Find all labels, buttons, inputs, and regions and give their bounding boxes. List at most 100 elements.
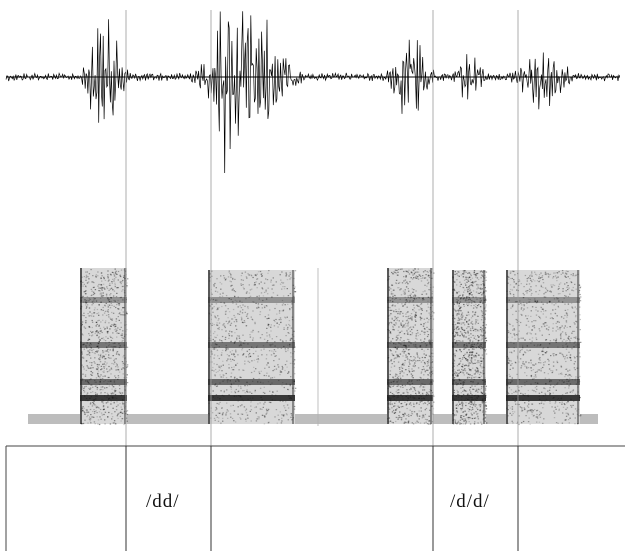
spectrogram-mark [534,300,536,302]
spectrogram-mark [86,282,89,284]
spectrogram-mark [530,310,532,312]
spectrogram-mark [454,335,456,337]
spectrogram-mark [396,374,398,376]
spectrogram-mark [520,307,523,309]
spectrogram-mark [117,375,120,377]
spectrogram-mark [112,349,114,351]
spectrogram-mark [480,291,482,294]
spectrogram-mark [463,355,465,357]
spectrogram-mark [527,367,530,369]
spectrogram-mark [472,329,475,332]
spectrogram-mark [560,338,562,340]
spectrogram-mark [480,284,482,286]
spectrogram-mark [464,319,466,321]
spectrogram-mark [424,284,426,286]
spectrogram-mark [563,403,565,405]
spectrogram-mark [553,410,555,412]
spectrogram-mark [393,271,395,273]
spectrogram-mark [245,420,247,422]
spectrogram-mark [256,295,258,298]
spectrogram-mark [247,360,249,362]
spectrogram-mark [474,369,477,371]
spectrogram-mark [278,358,280,360]
spectrogram-mark [216,309,218,311]
spectrogram-mark [80,379,127,385]
spectrogram-mark [473,423,476,425]
spectrogram-mark [484,416,487,418]
spectrogram-mark [549,387,551,389]
spectrogram-mark [81,323,83,325]
spectrogram-mark [428,402,430,404]
spectrogram-mark [470,370,472,372]
spectrogram-mark [559,327,561,329]
spectrogram-mark [456,350,458,352]
spectrogram-mark [423,368,425,370]
spectrogram-mark [538,415,540,417]
spectrogram-mark [544,271,547,273]
spectrogram-mark [410,412,413,414]
spectrogram-mark [217,319,219,321]
spectrogram-mark [558,283,561,285]
spectrogram-mark [90,347,93,349]
spectrogram-mark [570,282,573,284]
spectrogram-mark [453,339,456,341]
spectrogram-mark [473,376,475,378]
spectrogram-mark [401,402,403,405]
spectrogram-mark [91,372,94,374]
spectrogram-mark [474,335,476,337]
spectrogram-mark [82,410,84,412]
spectrogram-mark [97,331,100,333]
spectrogram-mark [216,324,218,326]
spectrogram-mark [552,392,554,394]
spectrogram-mark [473,271,475,273]
spectrogram-mark [282,309,285,311]
spectrogram-mark [462,273,465,275]
spectrogram-mark [245,298,247,300]
spectrogram-mark [116,329,118,331]
spectrogram-mark [456,314,458,316]
spectrogram-mark [460,371,462,373]
spectrogram-mark [400,366,402,368]
spectrogram-mark [480,362,483,364]
spectrogram-mark [114,361,116,363]
spectrogram-mark [411,376,413,378]
spectrogram-mark [114,390,116,392]
spectrogram-mark [257,359,260,361]
spectrogram-mark [522,354,524,356]
spectrogram-mark [398,334,400,336]
spectrogram-mark [453,288,455,290]
spectrogram-mark [473,304,475,306]
spectrogram-mark [560,336,562,338]
spectrogram-mark [120,296,122,298]
spectrogram-mark [470,377,473,379]
spectrogram-mark [391,393,394,395]
spectrogram-mark [536,413,538,416]
spectrogram-mark [274,321,276,323]
spectrogram-mark [394,318,396,320]
spectrogram-mark [92,367,94,369]
spectrogram-mark [237,413,239,415]
spectrogram-mark [428,423,430,425]
spectrogram-mark [550,291,552,293]
spectrogram-mark [461,405,464,407]
spectrogram-mark [454,271,456,273]
spectrogram-mark [556,272,558,274]
spectrogram-mark [561,340,564,342]
spectrogram-mark [403,270,405,273]
spectrogram-mark [521,407,523,409]
spectrogram-mark [475,411,477,413]
spectrogram-mark [481,354,484,356]
spectrogram-mark [115,369,117,371]
spectrogram-mark [218,403,220,405]
spectrogram-mark [259,387,262,389]
spectrogram-mark [516,289,518,291]
spectrogram-mark [471,348,474,350]
spectrogram-mark [126,420,128,422]
spectrogram-mark [230,360,232,362]
spectrogram-mark [391,305,394,307]
spectrogram-mark [289,325,291,327]
spectrogram-mark [235,328,238,330]
spectrogram-mark [95,300,98,302]
spectrogram-mark [526,278,528,280]
spectrogram-mark [462,273,464,275]
